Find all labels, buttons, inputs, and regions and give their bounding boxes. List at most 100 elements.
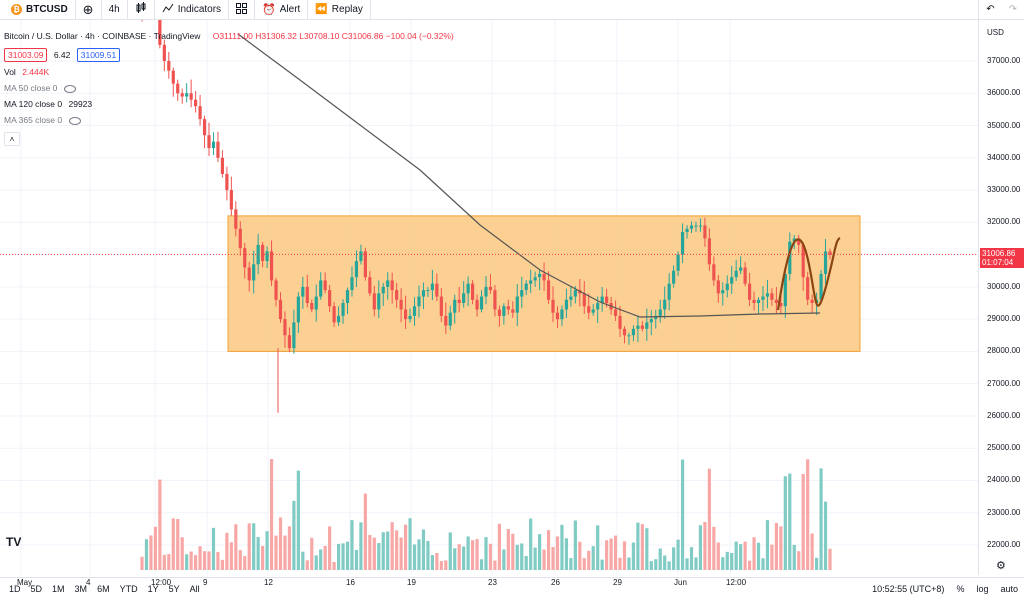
ma120-legend[interactable]: MA 120 close 0 29923 <box>4 99 92 109</box>
hidden-eye-icon[interactable] <box>68 116 81 125</box>
volume-bar <box>658 548 662 570</box>
range-button-5d[interactable]: 5D <box>30 583 43 594</box>
price-label: 37000.00 <box>987 56 1021 65</box>
volume-bar <box>538 534 542 570</box>
candles-icon <box>135 2 147 17</box>
volume-bar <box>788 473 792 570</box>
time-label: 12 <box>264 578 273 587</box>
volume-bar <box>783 476 787 570</box>
compare-button[interactable]: ⊕ <box>76 0 102 19</box>
legend-title-row: Bitcoin / U.S. Dollar · 4h · COINBASE · … <box>4 31 454 41</box>
clock[interactable]: 10:52:55 (UTC+8) <box>872 583 945 594</box>
volume-bar <box>354 549 359 570</box>
bitcoin-icon: ₿ <box>11 4 22 15</box>
candle-body <box>319 280 323 297</box>
buy-price-button[interactable]: 31009.51 <box>76 48 121 62</box>
ma365-legend[interactable]: MA 365 close 0 <box>4 115 81 125</box>
volume-bar <box>797 551 801 570</box>
volume-bar <box>792 544 796 570</box>
chart-type-button[interactable] <box>128 0 155 19</box>
alert-button[interactable]: ⏰ Alert <box>255 0 309 19</box>
range-button-1y[interactable]: 1Y <box>147 583 159 594</box>
candle-body <box>368 277 372 294</box>
candle-body <box>395 290 399 300</box>
candle-body <box>475 299 479 310</box>
indicators-button[interactable]: Indicators <box>155 0 230 19</box>
volume-bar <box>730 552 734 570</box>
range-button-1d[interactable]: 1D <box>9 583 21 594</box>
interval-button[interactable]: 4h <box>102 0 128 19</box>
percent-toggle[interactable]: % <box>956 583 965 594</box>
layout-button[interactable] <box>229 0 256 19</box>
price-label: 34000.00 <box>987 152 1021 162</box>
replay-button[interactable]: ⏪ Replay <box>308 0 371 19</box>
candle-body <box>377 293 381 310</box>
candle-body <box>435 283 439 297</box>
collapse-legend-button[interactable]: ˄ <box>4 132 20 146</box>
candle-body <box>654 315 658 320</box>
sell-price-button[interactable]: 31003.09 <box>4 48 48 62</box>
volume-bar <box>140 556 144 570</box>
volume-bar <box>328 526 332 570</box>
volume-bar <box>524 555 528 570</box>
time-label: 26 <box>551 578 560 587</box>
log-toggle[interactable]: log <box>976 583 989 594</box>
range-button-6m[interactable]: 6M <box>97 583 110 594</box>
candle-body <box>546 280 551 300</box>
volume-bar <box>176 518 180 570</box>
settings-gear-icon[interactable]: ⚙ <box>996 560 1006 572</box>
price-axis[interactable]: USD 37000.00 36000.00 35000.00 34000.00 3300… <box>978 20 1024 575</box>
candle-body <box>756 299 761 303</box>
ma50-legend[interactable]: MA 50 close 0 <box>4 83 76 93</box>
candle-body <box>341 303 345 316</box>
candle-body <box>555 312 560 320</box>
candle-body <box>605 296 609 303</box>
volume-bar <box>466 536 470 570</box>
range-button-ytd[interactable]: YTD <box>119 583 138 594</box>
candle-body <box>158 9 162 45</box>
candle-body <box>680 232 685 255</box>
volume-bar <box>573 520 577 570</box>
volume-bar <box>578 541 582 570</box>
grid-icon <box>236 2 248 17</box>
candle-body <box>663 299 667 310</box>
range-button-5y[interactable]: 5Y <box>168 583 180 594</box>
candle-body <box>752 299 756 303</box>
range-button-all[interactable]: All <box>189 583 200 594</box>
volume-bar <box>269 458 274 570</box>
volume-bar <box>408 518 412 570</box>
volume-bar <box>694 557 698 570</box>
volume-bar <box>725 551 729 570</box>
volume-bar <box>814 557 819 570</box>
symbol-search-button[interactable]: ₿ BTCUSD <box>0 0 76 19</box>
auto-toggle[interactable]: auto <box>1000 583 1018 594</box>
candle-body <box>538 273 542 278</box>
volume-bar <box>247 523 251 570</box>
redo-button[interactable]: ↷ <box>1002 0 1024 19</box>
currency-label[interactable]: USD <box>987 28 1004 37</box>
volume-bar <box>645 528 649 570</box>
volume-bar <box>756 542 761 570</box>
volume-bar <box>605 540 609 570</box>
volume-bar <box>381 532 385 570</box>
price-chart[interactable] <box>0 0 978 575</box>
candle-body <box>198 106 202 120</box>
volume-bar <box>806 459 810 570</box>
volume-bar <box>444 560 448 570</box>
candle-body <box>783 273 787 307</box>
range-button-1m[interactable]: 1M <box>52 583 65 594</box>
candle-body <box>747 283 752 300</box>
chart-pane[interactable]: Bitcoin / U.S. Dollar · 4h · COINBASE · … <box>0 0 978 587</box>
volume-bar <box>149 535 153 570</box>
candle-body <box>354 261 359 278</box>
candle-body <box>194 99 198 107</box>
hidden-eye-icon[interactable] <box>63 84 76 93</box>
volume-bar <box>341 543 345 570</box>
volume-bar <box>189 551 193 570</box>
candle-body <box>292 322 296 349</box>
range-button-3m[interactable]: 3M <box>74 583 88 594</box>
candle-body <box>386 280 390 287</box>
time-label: 19 <box>407 578 416 587</box>
undo-button[interactable]: ↶ <box>978 0 1001 19</box>
volume-bar <box>439 561 443 570</box>
